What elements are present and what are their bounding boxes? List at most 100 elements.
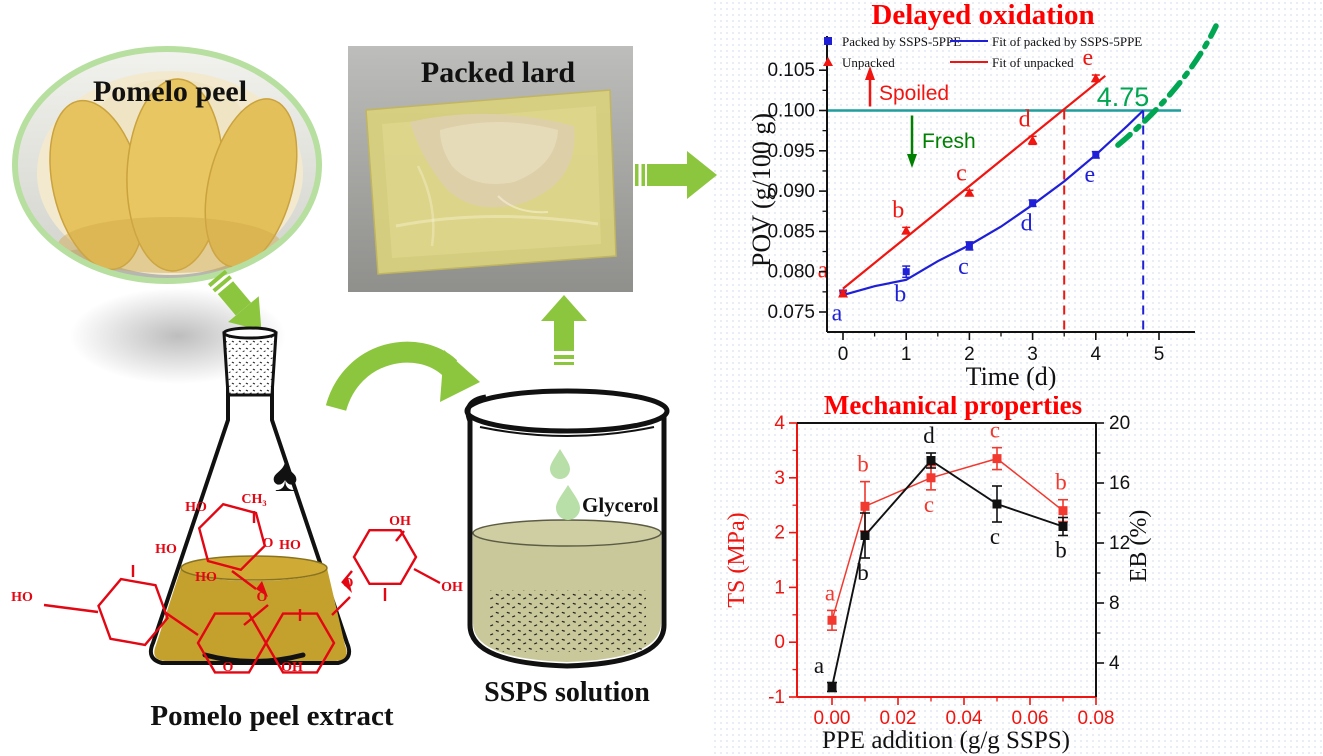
curved-arrow-icon bbox=[325, 341, 480, 412]
y-tick-label: 0.075 bbox=[767, 302, 815, 323]
data-point bbox=[1058, 522, 1068, 531]
x-axis-title: PPE addition (g/g SSPS) bbox=[822, 727, 1070, 754]
molecule-atom-label: OH bbox=[441, 580, 463, 595]
molecule-bond bbox=[413, 567, 441, 585]
point-label: a bbox=[814, 653, 824, 678]
x-tick-label: 0.06 bbox=[1012, 708, 1049, 729]
data-point bbox=[964, 187, 975, 197]
down-right-arrow-icon bbox=[208, 269, 262, 331]
data-point bbox=[860, 531, 870, 540]
molecule-bond bbox=[395, 530, 405, 542]
molecule-atom-label: O bbox=[263, 536, 274, 551]
molecule-bond bbox=[231, 570, 257, 590]
y-tick-label: 0.080 bbox=[767, 262, 815, 283]
point-label: c bbox=[956, 160, 967, 186]
x-tick-label: 1 bbox=[901, 344, 912, 365]
lard-photo: Packed lard bbox=[348, 46, 633, 292]
molecule-atom-label: OH bbox=[389, 514, 411, 529]
point-label: c bbox=[958, 254, 969, 280]
molecule-atom-label: HO bbox=[11, 590, 33, 605]
molecule-bond bbox=[43, 603, 99, 614]
right-tick-label: 8 bbox=[1109, 593, 1120, 614]
spoiled-label: Spoiled bbox=[879, 82, 949, 105]
point-label: b bbox=[894, 281, 906, 307]
point-label: d bbox=[1019, 106, 1031, 132]
molecule-bond bbox=[331, 596, 351, 616]
shelf-life-value: 4.75 bbox=[1097, 82, 1150, 112]
left-tick-label: 1 bbox=[774, 577, 785, 598]
right-tick-label: 20 bbox=[1109, 413, 1130, 434]
left-axis-title: TS (MPa) bbox=[724, 512, 750, 607]
molecule-atom-label: HO bbox=[185, 500, 207, 515]
point-label: b bbox=[1055, 538, 1067, 563]
pomelo-photo: Pomelo peel bbox=[12, 46, 322, 284]
molecule-atom-label: HO bbox=[195, 570, 217, 585]
up-arrow-icon bbox=[541, 295, 587, 365]
data-point bbox=[901, 225, 912, 235]
flask-stopper bbox=[222, 331, 278, 397]
molecule-bond bbox=[341, 570, 353, 584]
point-label: c bbox=[990, 418, 1000, 443]
right-tick-label: 12 bbox=[1109, 533, 1130, 554]
molecule-ring bbox=[97, 577, 169, 647]
molecule-atom-label: CH₃ bbox=[241, 492, 266, 507]
series-unpacked: a b c d e bbox=[818, 45, 1101, 298]
legend-label: Packed by SSPS-5PPE bbox=[842, 34, 961, 49]
molecule-atom-label: O bbox=[257, 590, 268, 605]
right-tick-label: 4 bbox=[1109, 653, 1120, 674]
pomelo-label: Pomelo peel bbox=[93, 75, 247, 108]
left-tick-label: 0 bbox=[774, 632, 785, 653]
molecule-ring bbox=[264, 612, 336, 674]
x-tick-label: 4 bbox=[1091, 344, 1102, 365]
data-point bbox=[1029, 199, 1037, 207]
molecule-atom-label: HO bbox=[279, 538, 301, 553]
x-tick-label: 0 bbox=[838, 344, 849, 365]
y-tick-label: 0.095 bbox=[767, 141, 815, 162]
molecule-bond bbox=[243, 604, 269, 626]
point-label: d bbox=[923, 423, 935, 448]
data-point bbox=[1092, 151, 1100, 159]
legend-label: Fit of packed by SSPS-5PPE bbox=[992, 34, 1142, 49]
x-tick-label: 0.04 bbox=[946, 708, 983, 729]
spade-icon: ♠ bbox=[272, 449, 298, 502]
point-label: e bbox=[1082, 45, 1093, 71]
left-tick-label: 3 bbox=[774, 468, 785, 489]
molecule-ring bbox=[196, 612, 268, 674]
y-axis-title: POV (g/100 g) bbox=[747, 113, 776, 267]
y-tick-label: 0.090 bbox=[767, 181, 815, 202]
data-point bbox=[926, 473, 936, 483]
fresh-label: Fresh bbox=[922, 130, 976, 153]
molecule-ring bbox=[197, 502, 267, 572]
molecule-ring bbox=[352, 528, 418, 585]
molecule-atom-label: O bbox=[223, 660, 234, 675]
x-tick-label: 5 bbox=[1154, 344, 1165, 365]
data-point bbox=[827, 682, 837, 692]
x-tick-label: 0.08 bbox=[1078, 708, 1115, 729]
legend-label: Unpacked bbox=[842, 55, 895, 70]
point-label: a bbox=[832, 301, 843, 327]
glycerol-drops bbox=[550, 449, 580, 520]
point-label: b bbox=[1055, 470, 1067, 495]
fit-line-0 bbox=[842, 109, 1144, 297]
data-point bbox=[860, 501, 870, 511]
y-tick-label: 0.105 bbox=[767, 60, 815, 81]
mechanical-chart: 0.00 0.02 0.04 0.06 0.08-10123448121620abccb… bbox=[724, 396, 1152, 754]
molecule-bond bbox=[165, 612, 199, 636]
data-point bbox=[838, 288, 848, 298]
legend: Packed by SSPS-5PPE Fit of packed by SSPS… bbox=[823, 34, 1142, 70]
x-axis-title: Time (d) bbox=[966, 362, 1057, 391]
left-tick-label: -1 bbox=[768, 687, 785, 708]
right-arrow-icon bbox=[635, 151, 717, 199]
x-tick-label: 0.00 bbox=[814, 708, 851, 729]
x-tick-label: 0.02 bbox=[880, 708, 917, 729]
chart-title: Delayed oxidation bbox=[871, 0, 1094, 31]
left-tick-label: 2 bbox=[774, 523, 785, 544]
point-label: e bbox=[1084, 162, 1095, 188]
data-point bbox=[1027, 135, 1038, 145]
data-point bbox=[827, 615, 837, 625]
point-label: d bbox=[1021, 210, 1033, 236]
